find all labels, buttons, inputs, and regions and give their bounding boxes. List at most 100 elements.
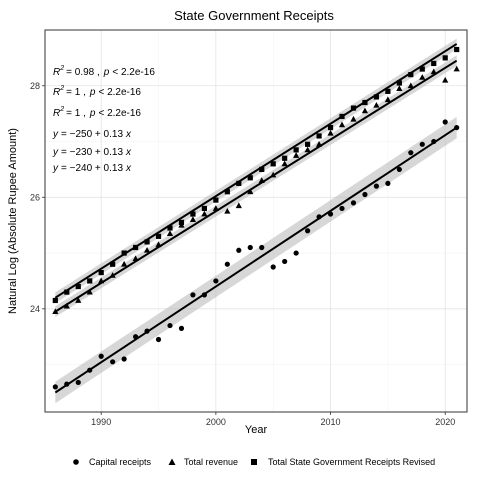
- legend-key-total-revenue: [168, 458, 176, 465]
- legend-label-capital-receipts: Capital receipts: [89, 457, 152, 467]
- legend-label-total-receipts-revised: Total State Government Receipts Revised: [268, 457, 435, 467]
- point-total-receipts-revised: [236, 180, 242, 186]
- fit-line: [54, 126, 458, 394]
- point-total-receipts-revised: [408, 72, 414, 78]
- point-total-receipts-revised: [201, 205, 207, 212]
- point-total-revenue: [384, 96, 391, 103]
- point-capital-receipts: [87, 367, 93, 373]
- point-capital-receipts: [282, 258, 288, 265]
- point-total-revenue: [430, 68, 437, 75]
- point-total-receipts-revised: [339, 113, 345, 120]
- point-total-revenue: [442, 76, 449, 83]
- y-tick-label: 28: [30, 81, 40, 91]
- point-capital-receipts: [201, 292, 207, 298]
- point-total-receipts-revised: [293, 147, 299, 153]
- point-total-revenue: [338, 121, 346, 128]
- point-total-revenue: [166, 230, 174, 236]
- y-axis-title: Natural Log (Absolute Rupee Amount): [7, 128, 19, 314]
- point-capital-receipts: [110, 359, 116, 365]
- point-total-revenue: [224, 207, 231, 214]
- point-total-revenue: [453, 65, 460, 72]
- legend-key-total-receipts-revised: [251, 459, 257, 465]
- p-value: < 2.2e-16: [98, 108, 141, 119]
- r2-annotation-2: R2 = 1 , p < 2.2e-16: [53, 85, 141, 98]
- regression-annotations: R2 = 0.98 , p < 2.2e-16 R2 = 1 , p < 2.2e-16 R…: [52, 65, 155, 174]
- r2-value: = 0.98 ,: [66, 67, 100, 78]
- point-total-receipts-revised: [155, 233, 162, 239]
- point-capital-receipts: [132, 334, 139, 340]
- x-tick-label: 2020: [435, 417, 455, 427]
- point-total-receipts-revised: [98, 269, 104, 276]
- point-total-receipts-revised: [385, 88, 391, 94]
- point-capital-receipts: [213, 278, 219, 284]
- point-total-revenue: [293, 152, 300, 158]
- legend-key-capital-receipts: [73, 459, 79, 465]
- point-total-receipts-revised: [362, 99, 368, 106]
- r2-exponent: 2: [59, 106, 64, 113]
- point-capital-receipts: [293, 250, 299, 256]
- point-capital-receipts: [385, 180, 391, 186]
- equation-3: y = −240 + 0.13 x: [52, 163, 132, 174]
- r2-label: R: [53, 67, 60, 78]
- point-total-receipts-revised: [178, 219, 185, 225]
- point-capital-receipts: [259, 244, 265, 251]
- r2-exponent: 2: [59, 85, 64, 92]
- x-tick-label: 2000: [206, 417, 226, 427]
- eq-y: y: [52, 129, 59, 140]
- point-total-receipts-revised: [305, 141, 311, 147]
- r2-annotation-3: R2 = 1 , p < 2.2e-16: [53, 106, 141, 119]
- point-capital-receipts: [167, 322, 173, 329]
- r2-value: = 1 ,: [66, 108, 86, 119]
- point-total-receipts-revised: [213, 197, 219, 203]
- point-capital-receipts: [270, 264, 276, 270]
- point-capital-receipts: [362, 191, 368, 198]
- point-total-revenue: [75, 297, 82, 303]
- point-total-revenue: [419, 74, 426, 80]
- point-capital-receipts: [121, 356, 127, 362]
- point-total-revenue: [235, 202, 242, 209]
- point-total-receipts-revised: [247, 175, 253, 181]
- eq-body: = −250 + 0.13: [61, 129, 123, 140]
- point-total-revenue: [86, 288, 93, 295]
- point-total-revenue: [109, 272, 116, 278]
- y-axis-ticks: 24 26 28: [30, 81, 45, 314]
- point-capital-receipts: [64, 381, 70, 387]
- point-total-receipts-revised: [52, 297, 58, 304]
- point-total-receipts-revised: [259, 166, 265, 173]
- y-tick-label: 24: [30, 304, 40, 314]
- point-total-receipts-revised: [270, 161, 276, 167]
- point-total-revenue: [281, 160, 288, 167]
- eq-y: y: [52, 163, 59, 174]
- point-capital-receipts: [431, 138, 437, 145]
- point-total-receipts-revised: [64, 289, 70, 295]
- point-capital-receipts: [454, 124, 460, 131]
- fit-line: [54, 59, 458, 313]
- point-capital-receipts: [224, 261, 230, 267]
- point-total-receipts-revised: [167, 225, 173, 231]
- y-tick-label: 26: [30, 192, 40, 202]
- x-axis-ticks: 1990 2000 2010 2020: [91, 412, 455, 427]
- p-value: < 2.2e-16: [112, 67, 155, 78]
- point-total-revenue: [270, 171, 277, 178]
- point-total-revenue: [212, 205, 219, 211]
- point-total-revenue: [407, 82, 414, 89]
- point-total-receipts-revised: [316, 133, 322, 139]
- point-capital-receipts: [144, 328, 150, 334]
- eq-body: = −240 + 0.13: [61, 163, 123, 174]
- p-label: p: [103, 67, 110, 78]
- point-total-receipts-revised: [419, 66, 425, 72]
- legend-label-total-revenue: Total revenue: [184, 457, 238, 467]
- point-total-revenue: [396, 85, 403, 91]
- r2-exponent: 2: [59, 65, 64, 72]
- legend: Capital receipts Total revenue Total Sta…: [73, 457, 435, 467]
- point-capital-receipts: [327, 211, 334, 217]
- point-total-revenue: [258, 177, 265, 183]
- p-label: p: [89, 108, 96, 119]
- x-axis-title: Year: [245, 424, 268, 436]
- x-tick-label: 2010: [321, 417, 341, 427]
- eq-x: x: [125, 129, 132, 140]
- eq-y: y: [52, 147, 59, 158]
- chart-title: State Government Receipts: [174, 8, 334, 23]
- point-total-receipts-revised: [442, 55, 448, 61]
